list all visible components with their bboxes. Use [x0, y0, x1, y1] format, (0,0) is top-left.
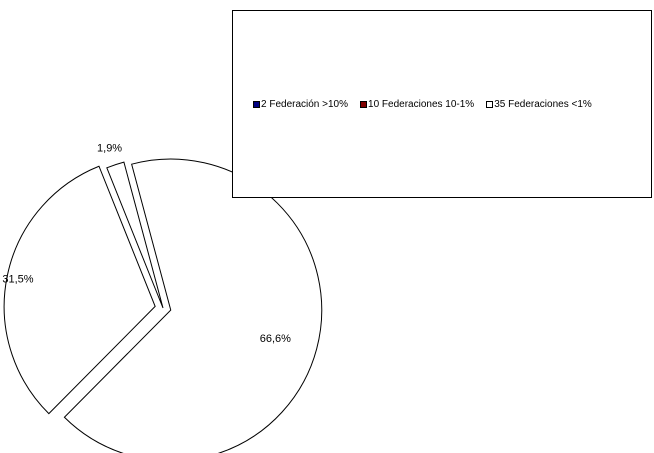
- legend-entry-35-federaciones: 35 Federaciones <1%: [486, 99, 592, 110]
- legend-swatch-35-federaciones: [486, 101, 494, 108]
- pie-slice-10-federaciones: [3, 165, 156, 415]
- pie-slice-35-federaciones: [106, 161, 164, 309]
- pie-slices: [3, 158, 323, 453]
- legend-entry-10-federaciones: 10 Federaciones 10-1%: [360, 99, 474, 110]
- legend: 2 Federación >10% 10 Federaciones 10-1% …: [232, 10, 652, 198]
- legend-entry-2-federacion: 2 Federación >10%: [253, 99, 348, 110]
- data-label-10-federaciones: 31,5%: [2, 274, 33, 286]
- legend-row: 2 Federación >10% 10 Federaciones 10-1% …: [253, 99, 592, 110]
- data-label-2-federacion: 66,6%: [260, 333, 291, 345]
- pie-slice-2-federacion: [63, 158, 323, 453]
- legend-label-10-federaciones: 10 Federaciones 10-1%: [368, 99, 475, 110]
- legend-swatch-10-federaciones: [360, 101, 368, 108]
- legend-swatch-2-federacion: [253, 101, 260, 108]
- pie-data-labels: 66,6% 31,5% 1,9%: [2, 143, 291, 345]
- data-label-35-federaciones: 1,9%: [97, 143, 122, 155]
- legend-label-2-federacion: 2 Federación >10%: [261, 99, 349, 110]
- legend-label-35-federaciones: 35 Federaciones <1%: [494, 99, 592, 110]
